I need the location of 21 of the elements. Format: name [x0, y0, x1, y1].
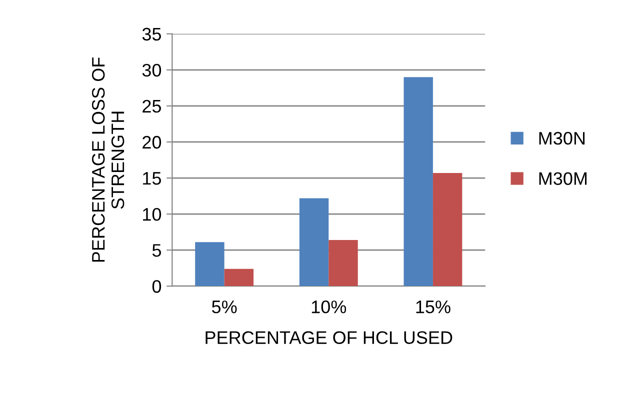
y-tick-label: 10 [143, 208, 162, 221]
x-tick-label: 5% [212, 300, 237, 314]
y-tick-label: 5 [152, 244, 161, 257]
bar [195, 242, 224, 286]
bar [299, 198, 329, 286]
y-axis-title: PERCENTAGE LOSS OF STRENGTH [92, 58, 124, 262]
y-tick-label: 30 [142, 64, 162, 77]
legend-label: M30M [539, 172, 587, 185]
y-tick-label: 35 [142, 28, 161, 41]
bar [404, 77, 433, 286]
legend-label: M30N [539, 132, 585, 145]
y-tick-label: 15 [143, 172, 161, 185]
bar [432, 172, 462, 286]
bar [224, 268, 254, 286]
y-tick-label: 0 [152, 280, 162, 293]
x-axis-title: PERCENTAGE OF HCL USED [206, 331, 452, 344]
x-tick-label: 10% [312, 300, 346, 314]
bar [328, 240, 358, 286]
y-tick-label: 25 [142, 100, 161, 113]
y-tick-label: 20 [142, 136, 162, 149]
x-tick-label: 15% [416, 300, 450, 314]
